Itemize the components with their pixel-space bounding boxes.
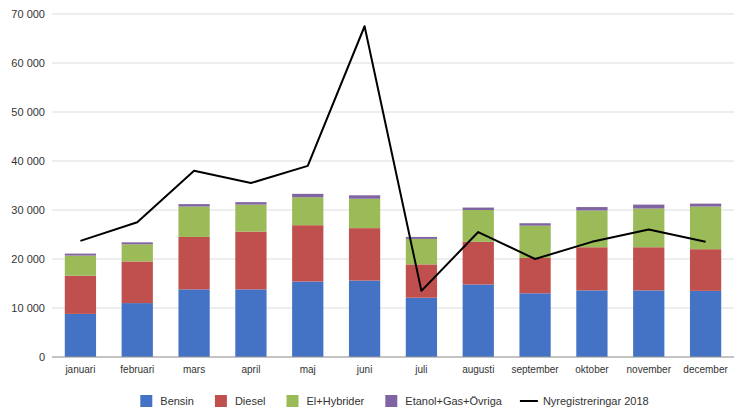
y-tick-label: 10 000 [11, 302, 45, 314]
bar-segment [576, 207, 607, 210]
bar-segment [633, 290, 664, 357]
bar-segment [463, 208, 494, 210]
x-tick-label: augusti [462, 364, 494, 375]
bar-segment [178, 237, 209, 289]
bar-segment [690, 291, 721, 357]
bar-segment [576, 247, 607, 290]
bar-segment [122, 244, 153, 261]
bar-segment [292, 197, 323, 225]
x-tick-label: september [511, 364, 559, 375]
legend-swatch [140, 395, 152, 407]
bar-segment [235, 289, 266, 357]
legend-label: Diesel [235, 395, 266, 407]
bar-segment [235, 205, 266, 232]
bar-series [65, 194, 721, 256]
bar-segment [65, 256, 96, 276]
bar-segment [235, 232, 266, 290]
grid-line [52, 259, 734, 260]
marks [65, 26, 721, 357]
bar-segment [633, 205, 664, 209]
bar-segment [406, 298, 437, 357]
legend-item: Etanol+Gas+Övriga [385, 395, 502, 407]
bar-segment [292, 194, 323, 197]
bar-segment [349, 281, 380, 357]
bar-segment [519, 293, 550, 357]
grid-line [52, 357, 734, 358]
legend-swatch [385, 395, 397, 407]
grid-line [52, 14, 734, 15]
x-tick-label: april [241, 364, 260, 375]
legend-item: Diesel [215, 395, 266, 407]
y-tick-label: 40 000 [11, 155, 45, 167]
bar-segment [349, 199, 380, 228]
bar-segment [690, 204, 721, 207]
grid-line [52, 63, 734, 64]
x-tick-label: november [627, 364, 672, 375]
bar-segment [519, 223, 550, 225]
x-tick-label: mars [183, 364, 205, 375]
x-tick-label: februari [120, 364, 154, 375]
bar-segment [292, 282, 323, 357]
legend-label: Nyregistreringar 2018 [543, 395, 649, 407]
y-tick-label: 70 000 [11, 8, 45, 20]
bar-segment [463, 242, 494, 285]
bar-segment [65, 254, 96, 256]
y-tick-label: 20 000 [11, 253, 45, 265]
y-tick-label: 0 [39, 351, 45, 363]
x-axis: januari februari mars april maj juni juli augus… [52, 357, 734, 375]
bar-segment [122, 303, 153, 357]
bar-segment [633, 209, 664, 248]
grid-line [52, 308, 734, 309]
bar-series [65, 225, 721, 314]
bar-series [65, 281, 721, 357]
bar-segment [349, 228, 380, 280]
legend-item: Bensin [140, 395, 194, 407]
y-tick-label: 50 000 [11, 106, 45, 118]
x-tick-label: oktober [575, 364, 609, 375]
bar-segment [122, 261, 153, 303]
bar-segment [65, 276, 96, 314]
line [80, 26, 705, 291]
y-tick-label: 60 000 [11, 57, 45, 69]
legend: Bensin Diesel El+Hybrider Etanol+Gas+Övriga… [140, 395, 648, 407]
x-tick-label: januari [64, 364, 95, 375]
x-tick-label: december [683, 364, 728, 375]
bar-segment [349, 195, 380, 198]
x-axis-line [52, 357, 734, 358]
legend-swatch [215, 395, 227, 407]
x-tick-label: maj [300, 364, 316, 375]
bar-segment [463, 284, 494, 357]
bar-segment [235, 202, 266, 204]
bar-segment [690, 249, 721, 291]
grid [52, 14, 734, 357]
legend-label: Bensin [160, 395, 194, 407]
bar-segment [519, 258, 550, 293]
legend-item: El+Hybrider [287, 395, 365, 407]
y-tick-label: 30 000 [11, 204, 45, 216]
x-tick-label: juli [414, 364, 427, 375]
chart: 0 10 000 20 000 30 000 40 000 50 000 60 000 70 … [0, 0, 746, 419]
bar-segment [178, 204, 209, 206]
legend-label: Etanol+Gas+Övriga [405, 395, 502, 407]
bar-segment [633, 247, 664, 290]
legend-swatch [287, 395, 299, 407]
bar-series [65, 197, 721, 275]
grid-line [52, 210, 734, 211]
bar-segment [178, 207, 209, 237]
bar-segment [406, 264, 437, 297]
bar-segment [65, 314, 96, 357]
bar-segment [690, 207, 721, 250]
legend-label: El+Hybrider [307, 395, 365, 407]
bar-segment [122, 242, 153, 244]
bar-segment [576, 290, 607, 357]
bar-segment [178, 289, 209, 357]
legend-swatch [520, 400, 538, 402]
x-tick-label: juni [356, 364, 373, 375]
grid-line [52, 112, 734, 113]
y-axis: 0 10 000 20 000 30 000 40 000 50 000 60 000 70 … [11, 8, 45, 363]
bar-segment [292, 225, 323, 281]
legend-item: Nyregistreringar 2018 [520, 395, 649, 407]
